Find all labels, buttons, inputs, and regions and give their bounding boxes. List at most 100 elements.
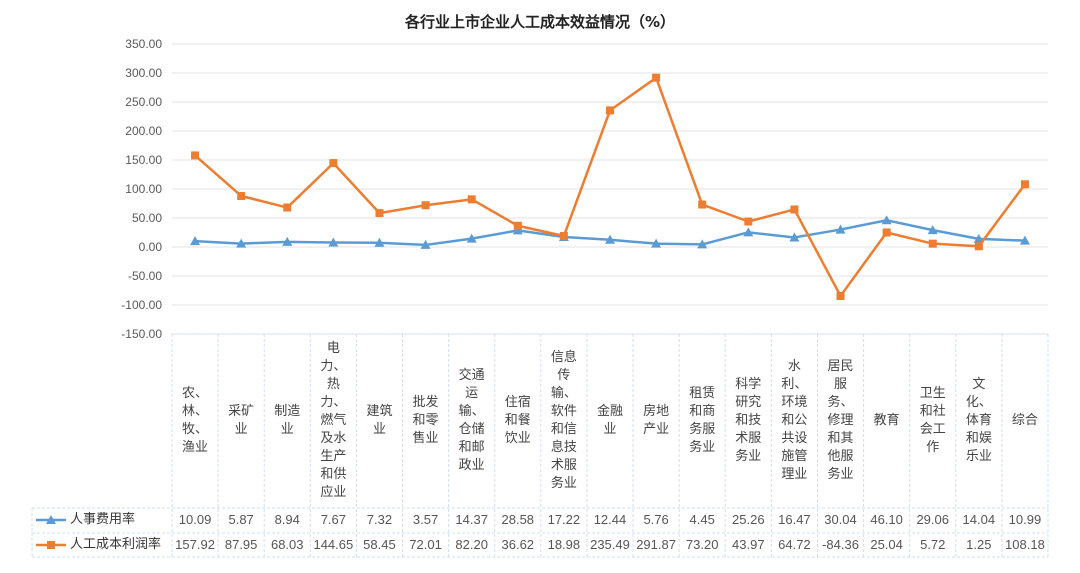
data-label: 4.45 [689, 512, 715, 527]
data-point [605, 234, 615, 244]
category-text: 交通运输、仓储和邮政业 [458, 368, 485, 473]
data-point [882, 228, 891, 237]
category-text: 居民服务、修理和其他服务业 [827, 359, 854, 482]
y-tick-label: -150.00 [121, 327, 162, 341]
data-point [190, 236, 201, 246]
category-label: 制造业 [264, 334, 310, 508]
data-label: 16.47 [778, 512, 811, 527]
data-point [1020, 180, 1029, 189]
category-text: 文化、体育和娱乐业 [965, 377, 992, 464]
data-label: 5.87 [228, 512, 254, 527]
category-label: 建筑业 [356, 334, 402, 508]
data-point [420, 239, 431, 249]
data-point [512, 225, 523, 235]
y-tick-label: 0.00 [139, 240, 163, 254]
category-label: 房地产业 [633, 334, 679, 508]
data-point [283, 203, 292, 212]
data-label: 68.03 [270, 537, 304, 552]
data-label: 25.04 [870, 537, 903, 552]
data-point [836, 291, 845, 300]
category-label: 居民服务、修理和其他服务业 [817, 334, 863, 508]
category-label: 卫生和社会工作 [910, 334, 956, 508]
category-text: 建筑业 [366, 404, 393, 437]
category-text: 综合 [1011, 413, 1038, 428]
legend-item: 人事费用率 [36, 508, 135, 532]
data-label: 64.72 [778, 537, 811, 552]
data-label: 29.06 [916, 512, 949, 527]
data-label: 5.72 [920, 537, 946, 552]
y-tick-label: 50.00 [132, 211, 162, 225]
y-tick-label: -50.00 [128, 269, 162, 283]
data-point [652, 73, 661, 82]
data-point [651, 238, 662, 248]
category-text: 水利、环境和公共设施管理业 [781, 359, 808, 482]
category-text: 采矿业 [228, 404, 255, 437]
category-label: 采矿业 [218, 334, 264, 508]
y-tick-label: 250.00 [125, 95, 162, 109]
category-label: 科学研究和技术服务业 [725, 334, 771, 508]
legend-item: 人工成本利润率 [36, 533, 161, 557]
y-tick-label: -100.00 [121, 298, 162, 312]
category-text: 教育 [873, 413, 900, 428]
data-label: 1.25 [966, 537, 992, 552]
y-tick-label: 150.00 [125, 153, 162, 167]
data-point [421, 201, 430, 210]
data-label: 108.18 [1005, 537, 1045, 552]
data-point [790, 205, 799, 214]
data-label: 82.20 [455, 537, 488, 552]
data-label: 7.67 [320, 512, 347, 527]
category-text: 租赁和商务服务业 [689, 386, 716, 455]
data-point [559, 231, 568, 240]
data-label: 25.26 [732, 512, 765, 527]
data-label: 5.76 [643, 512, 669, 527]
data-label: 30.04 [824, 512, 857, 527]
data-label: 46.10 [870, 512, 903, 527]
chart-title: 各行业上市企业人工成本效益情况（%） [404, 13, 676, 31]
data-label: 7.32 [366, 512, 393, 527]
data-label: -84.36 [822, 537, 859, 552]
data-label: 17.22 [547, 512, 581, 527]
legend-label: 人事费用率 [70, 512, 136, 527]
category-text: 住宿和餐饮业 [504, 395, 531, 446]
data-point [698, 200, 707, 209]
category-label: 水利、环境和公共设施管理业 [771, 334, 817, 508]
category-label: 金融业 [587, 334, 633, 508]
y-tick-label: 350.00 [125, 37, 162, 51]
data-label: 291.87 [636, 537, 676, 552]
category-label: 交通运输、仓储和邮政业 [449, 334, 495, 508]
legend-label: 人工成本利润率 [70, 537, 162, 552]
category-text: 批发和零售业 [412, 395, 439, 446]
data-point [466, 233, 477, 243]
category-text: 信息传输、软件和信息技术服务业 [550, 350, 577, 491]
category-label: 电力、热力、燃气及水生产和供应业 [310, 334, 356, 508]
data-point [835, 224, 846, 234]
data-label: 14.37 [455, 512, 488, 527]
data-label: 87.95 [224, 537, 258, 552]
data-label: 58.45 [363, 537, 396, 552]
triangle-marker-icon [36, 515, 66, 524]
data-point [927, 225, 938, 235]
data-label: 36.62 [501, 537, 535, 552]
data-point [606, 106, 614, 115]
category-label: 综合 [1002, 334, 1048, 508]
category-label: 批发和零售业 [403, 334, 449, 508]
data-point [744, 217, 753, 226]
data-label: 10.99 [1008, 512, 1042, 527]
data-point [329, 159, 338, 168]
data-label: 73.20 [685, 537, 719, 552]
data-point [1019, 235, 1030, 245]
data-point [743, 227, 754, 237]
category-text: 房地产业 [643, 404, 670, 437]
data-point [928, 239, 937, 248]
data-label: 72.01 [409, 537, 442, 552]
y-tick-label: 100.00 [125, 182, 162, 196]
category-text: 科学研究和技术服务业 [735, 377, 762, 464]
data-point [282, 236, 293, 246]
category-label: 租赁和商务服务业 [679, 334, 725, 508]
data-point [974, 242, 983, 251]
data-label: 8.94 [274, 512, 300, 527]
category-text: 金融业 [596, 404, 623, 437]
data-point [789, 232, 800, 242]
y-tick-label: 200.00 [125, 124, 162, 138]
